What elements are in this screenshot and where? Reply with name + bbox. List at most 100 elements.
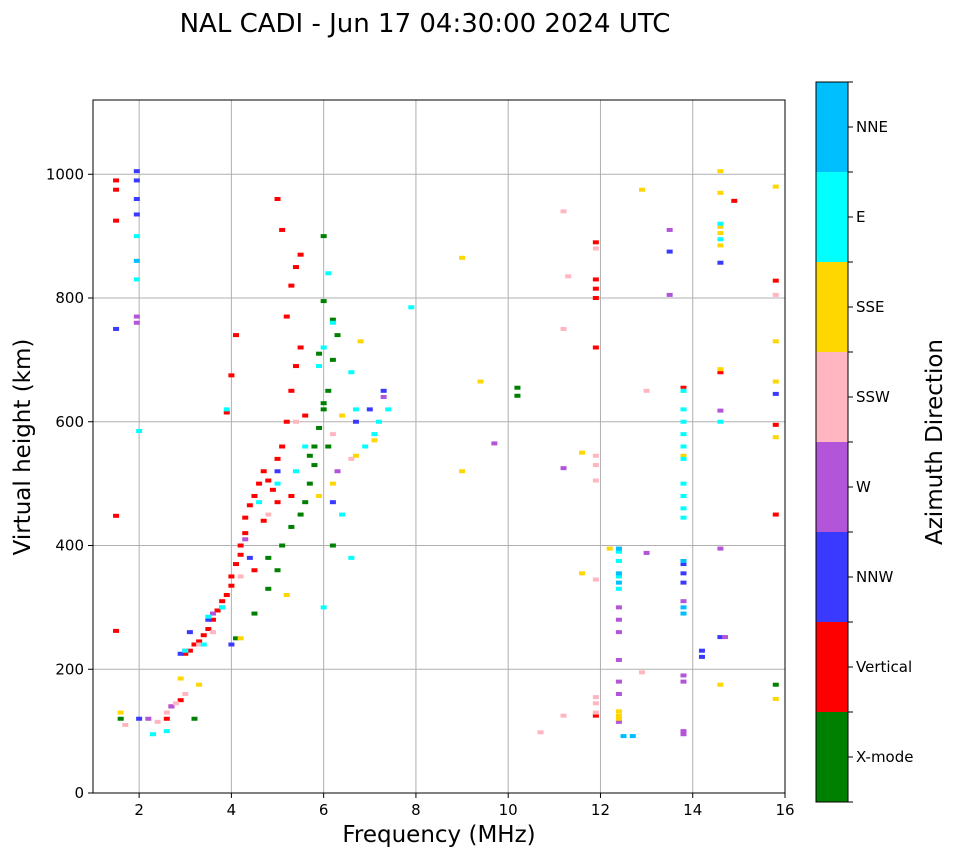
data-point-ssw xyxy=(560,326,567,331)
data-point-x-mode xyxy=(311,444,318,449)
x-tick-label: 8 xyxy=(411,801,421,819)
data-point-sse xyxy=(339,413,346,418)
data-point-e xyxy=(680,515,687,520)
colorbar-segment xyxy=(816,82,848,172)
data-point-w xyxy=(666,292,673,297)
data-point-ssw xyxy=(592,577,599,582)
data-point-e xyxy=(680,432,687,437)
data-point-vertical xyxy=(113,187,120,192)
data-point-w xyxy=(168,704,175,709)
data-point-e xyxy=(339,512,346,517)
colorbar-segment xyxy=(816,712,848,802)
data-point-w xyxy=(615,605,622,610)
x-tick-label: 16 xyxy=(775,801,794,819)
data-point-vertical xyxy=(228,373,235,378)
data-point-e xyxy=(205,614,212,619)
data-point-sse xyxy=(717,169,724,174)
data-point-x-mode xyxy=(311,463,318,468)
data-point-vertical xyxy=(772,278,779,283)
data-point-nne xyxy=(680,611,687,616)
data-point-ssw xyxy=(196,642,203,647)
data-point-ssw xyxy=(643,388,650,393)
data-point-sse xyxy=(615,713,622,718)
x-tick-label: 12 xyxy=(591,801,610,819)
data-point-e xyxy=(320,605,327,610)
data-point-nne xyxy=(133,258,140,263)
data-point-nnw xyxy=(366,407,373,412)
data-point-vertical xyxy=(592,277,599,282)
colorbar-tick-label: SSE xyxy=(856,298,885,316)
data-point-nnw xyxy=(352,419,359,424)
data-point-sse xyxy=(717,190,724,195)
data-point-x-mode xyxy=(329,543,336,548)
data-point-vertical xyxy=(228,583,235,588)
data-point-ssw xyxy=(154,719,161,724)
data-point-w xyxy=(717,408,724,413)
data-point-x-mode xyxy=(772,682,779,687)
data-point-vertical xyxy=(182,651,189,656)
data-point-e xyxy=(133,234,140,239)
data-point-nnw xyxy=(133,197,140,201)
data-point-e xyxy=(348,555,355,560)
x-tick-label: 2 xyxy=(134,801,144,819)
data-point-sse xyxy=(459,255,466,260)
data-point-e xyxy=(717,221,724,226)
data-point-w xyxy=(615,617,622,622)
data-point-e xyxy=(371,432,378,437)
data-point-ssw xyxy=(265,512,272,517)
data-point-nnw xyxy=(133,212,140,217)
data-point-vertical xyxy=(592,296,599,300)
data-point-vertical xyxy=(292,364,299,369)
data-point-e xyxy=(163,729,170,734)
data-point-ssw xyxy=(592,695,599,700)
data-point-x-mode xyxy=(251,611,258,616)
colorbar-segment xyxy=(816,262,848,352)
data-point-x-mode xyxy=(320,407,327,412)
data-point-ssw xyxy=(122,722,129,727)
data-point-w xyxy=(242,537,249,542)
plot-frame xyxy=(92,99,786,794)
data-point-vertical xyxy=(283,419,290,424)
y-tick-label: 800 xyxy=(55,289,84,307)
data-point-e xyxy=(615,558,622,563)
data-point-sse xyxy=(237,636,244,641)
data-point-vertical xyxy=(772,512,779,517)
data-point-vertical xyxy=(274,456,281,461)
data-point-nne xyxy=(680,605,687,610)
data-point-vertical xyxy=(237,543,244,548)
data-point-e xyxy=(680,444,687,449)
data-point-e xyxy=(348,370,355,375)
data-point-vertical xyxy=(200,633,207,638)
data-point-sse xyxy=(772,339,779,344)
data-point-sse xyxy=(615,716,622,721)
data-point-ssw xyxy=(163,710,170,715)
data-point-sse xyxy=(717,224,724,229)
data-point-vertical xyxy=(233,562,240,567)
data-point-x-mode xyxy=(191,716,198,721)
data-point-e xyxy=(717,419,724,424)
data-point-nnw xyxy=(698,648,705,653)
colorbar-segment xyxy=(816,352,848,442)
data-point-sse xyxy=(316,494,323,498)
data-point-e xyxy=(408,305,415,310)
colorbar-tick-label: Vertical xyxy=(856,658,912,676)
data-point-vertical xyxy=(288,283,295,288)
data-point-w xyxy=(680,599,687,604)
x-tick-label: 6 xyxy=(319,801,329,819)
x-axis: 2 4 6 8 10 12 14 16 xyxy=(134,793,795,819)
data-point-nnw xyxy=(666,249,673,254)
data-point-nne xyxy=(629,734,636,739)
data-point-nnw xyxy=(133,178,140,183)
data-point-sse xyxy=(579,450,586,455)
data-point-x-mode xyxy=(288,524,295,529)
data-point-vertical xyxy=(297,345,304,350)
data-point-e xyxy=(316,364,323,369)
data-point-w xyxy=(380,395,387,399)
data-point-vertical xyxy=(772,422,779,427)
data-point-e xyxy=(615,549,622,554)
data-point-vertical xyxy=(191,642,198,647)
data-point-w xyxy=(722,635,729,640)
data-point-w xyxy=(145,716,152,721)
data-point-sse xyxy=(579,571,586,576)
data-point-x-mode xyxy=(325,388,332,393)
